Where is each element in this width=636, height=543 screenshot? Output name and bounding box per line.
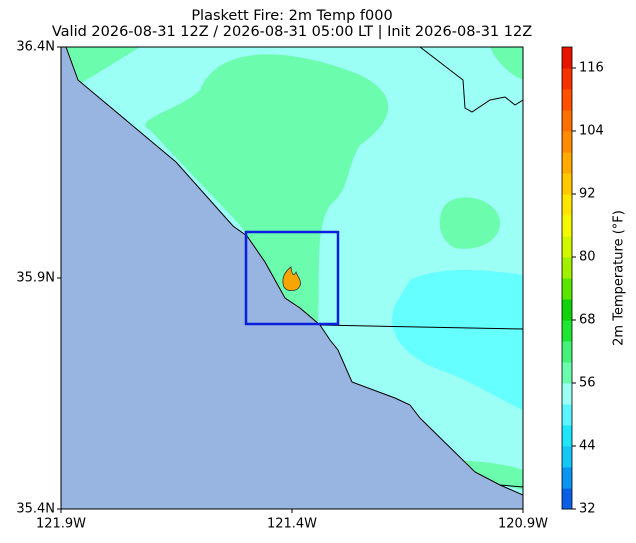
colorbar-band <box>562 47 572 69</box>
colorbar-tick-label: 80 <box>579 250 596 265</box>
colorbar-band <box>562 215 572 237</box>
y-tick-label: 35.4N <box>16 502 55 517</box>
colorbar-band <box>562 89 572 111</box>
colorbar-band <box>562 299 572 321</box>
colorbar-tick-label: 44 <box>579 439 596 454</box>
subtitle: Valid 2026-08-31 12Z / 2026-08-31 05:00 … <box>52 24 532 40</box>
temp-region <box>490 47 523 80</box>
x-tick-label: 121.9W <box>36 517 86 532</box>
colorbar-band <box>562 131 572 153</box>
colorbar-frame <box>561 46 573 510</box>
y-tick-label: 36.4N <box>16 40 55 55</box>
temp-region <box>392 270 523 410</box>
colorbar-tick-label: 32 <box>579 502 596 517</box>
colorbar-tick-label: 116 <box>579 61 604 76</box>
fire-icon <box>282 266 301 292</box>
ocean <box>61 47 523 509</box>
y-tick-label: 35.9N <box>16 271 55 286</box>
colorbar-band <box>562 404 572 426</box>
colorbar-band <box>562 278 572 300</box>
colorbar-band <box>562 173 572 195</box>
colorbar-tick-label: 92 <box>579 187 596 202</box>
county-line <box>319 324 523 330</box>
temp-region <box>439 197 501 249</box>
colorbar-band <box>562 110 572 132</box>
colorbar-band <box>562 320 572 342</box>
colorbar-band <box>562 425 572 447</box>
colorbar-band <box>562 383 572 405</box>
x-tick-label: 120.9W <box>498 517 548 532</box>
colorbar-band <box>562 68 572 90</box>
colorbar-band <box>562 236 572 258</box>
colorbar-band <box>562 341 572 363</box>
colorbar-band <box>562 362 572 384</box>
colorbar-band <box>562 446 572 468</box>
colorbar-band <box>562 194 572 216</box>
temp-region <box>61 47 140 90</box>
colorbar-tick-label: 56 <box>579 376 596 391</box>
colorbar-label: 2m Temperature (°F) <box>612 210 627 346</box>
x-tick-label: 121.4W <box>267 517 317 532</box>
map <box>61 47 523 509</box>
colorbar-band <box>562 467 572 489</box>
coast-detail <box>499 484 523 488</box>
colorbar-band <box>562 488 572 510</box>
colorbar-band <box>562 152 572 174</box>
title: Plaskett Fire: 2m Temp f000 <box>191 8 392 24</box>
colorbar-tick-label: 68 <box>579 313 596 328</box>
colorbar-band <box>562 257 572 279</box>
temp-region <box>145 54 389 325</box>
border <box>419 47 523 113</box>
colorbar-tick-label: 104 <box>579 124 604 139</box>
fire-bbox <box>244 230 340 326</box>
